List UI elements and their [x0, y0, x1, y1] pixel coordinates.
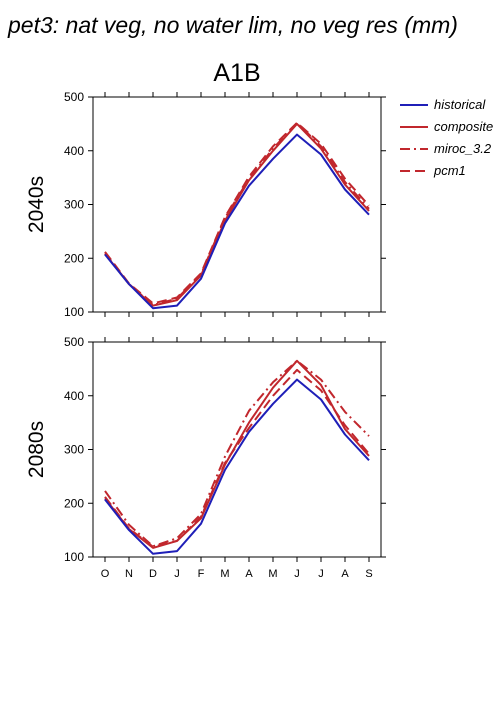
x-tick-label: F	[198, 568, 205, 580]
series-line-composite	[104, 359, 370, 549]
page-title: pet3: nat veg, no water lim, no veg res …	[7, 12, 458, 38]
scenario-label: A1B	[213, 59, 260, 87]
legend: historical composite miroc_3.2 pcm1	[400, 97, 493, 178]
y-tick-label: 500	[64, 335, 84, 349]
series-line-pcm1	[104, 121, 370, 305]
legend-label: historical	[434, 97, 486, 112]
y-tick-label: 400	[64, 144, 84, 158]
legend-label: composite	[434, 119, 493, 134]
series-line-composite	[104, 122, 370, 307]
x-tick-label: M	[220, 568, 229, 580]
legend-label: pcm1	[433, 163, 466, 178]
y-tick-label: 100	[64, 305, 84, 319]
x-tick-label: A	[245, 568, 253, 580]
y-tick-label: 200	[64, 251, 84, 265]
chart-panel-2080s: 100 200 300 400 500 O N D J F M A M J J A S 2080s	[25, 335, 386, 580]
x-tick-label: J	[174, 568, 180, 580]
legend-label: miroc_3.2	[434, 141, 492, 156]
series-line-historical	[104, 378, 370, 555]
y-tick-label: 100	[64, 550, 84, 564]
y-tick-label: 200	[64, 496, 84, 510]
y-tick-label: 300	[64, 443, 84, 457]
y-tick-label: 300	[64, 198, 84, 212]
series-line-miroc-3-2	[104, 359, 370, 548]
x-tick-label: O	[101, 568, 110, 580]
chart-panel-2040s: 100 200 300 400 500 2040s	[25, 90, 386, 319]
y-tick-label: 500	[64, 90, 84, 104]
series-line-historical	[104, 133, 370, 310]
x-tick-label: D	[149, 568, 157, 580]
x-tick-label: N	[125, 568, 133, 580]
row-label: 2040s	[25, 176, 48, 233]
series-line-miroc-3-2	[104, 121, 370, 306]
x-tick-label: M	[268, 568, 277, 580]
y-tick-label: 400	[64, 389, 84, 403]
x-tick-label: J	[294, 568, 300, 580]
x-tick-label: S	[365, 568, 372, 580]
x-tick-label: J	[318, 568, 324, 580]
series-line-pcm1	[104, 368, 370, 548]
x-tick-label: A	[341, 568, 349, 580]
row-label: 2080s	[25, 421, 48, 478]
